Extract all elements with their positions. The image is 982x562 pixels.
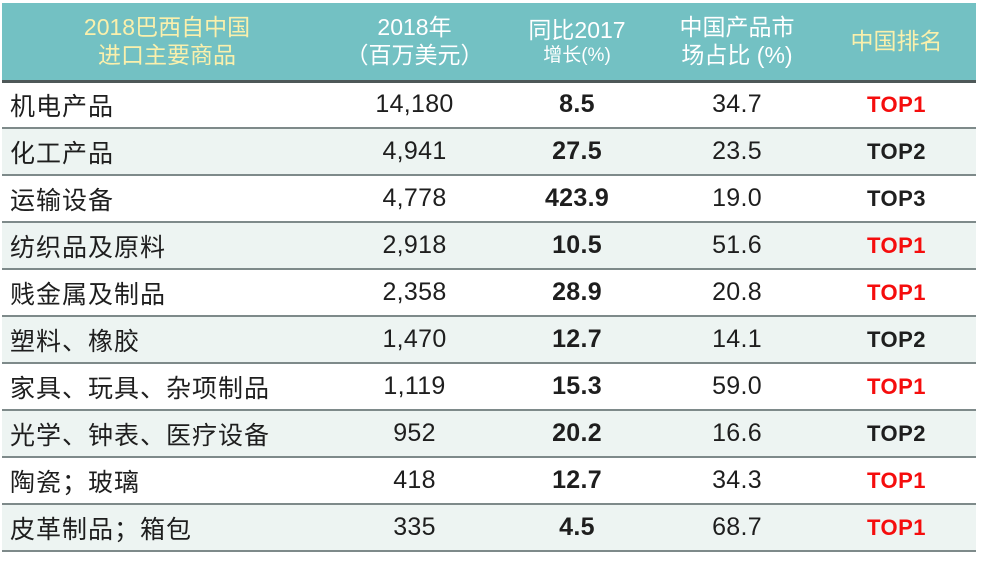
cell-growth: 12.7 — [497, 315, 657, 363]
cell-amount: 335 — [332, 503, 497, 552]
cell-share: 20.8 — [657, 268, 817, 316]
header-commodity-line2: 进口主要商品 — [98, 42, 236, 69]
cell-amount: 1,470 — [332, 315, 497, 363]
cell-growth: 4.5 — [497, 503, 657, 552]
header-cell-growth: 同比2017 增长(%) — [497, 3, 657, 83]
header-cell-amount: 2018年 （百万美元） — [332, 3, 497, 83]
header-growth-line2: 增长(%) — [543, 44, 611, 66]
cell-commodity: 家具、玩具、杂项制品 — [2, 362, 332, 410]
header-row: 2018巴西自中国 进口主要商品 2018年 （百万美元） 同比2017 增长(… — [2, 3, 976, 83]
cell-rank: TOP1 — [817, 456, 976, 504]
imports-table: 2018巴西自中国 进口主要商品 2018年 （百万美元） 同比2017 增长(… — [2, 3, 976, 552]
cell-commodity: 贱金属及制品 — [2, 268, 332, 316]
cell-rank: TOP1 — [817, 503, 976, 552]
header-cell-share: 中国产品市 场占比 (%) — [657, 3, 817, 83]
header-share-line2: 场占比 (%) — [681, 42, 793, 69]
table-row: 塑料、橡胶 1,470 12.7 14.1 TOP2 — [2, 315, 976, 363]
header-commodity-line1: 2018巴西自中国 — [83, 14, 251, 41]
cell-growth: 10.5 — [497, 221, 657, 269]
table-row: 机电产品 14,180 8.5 34.7 TOP1 — [2, 81, 976, 128]
header-amount-line1: 2018年 — [377, 14, 452, 41]
table-row: 家具、玩具、杂项制品 1,119 15.3 59.0 TOP1 — [2, 362, 976, 410]
cell-share: 34.7 — [712, 90, 762, 119]
table-row: 运输设备 4,778 423.9 19.0 TOP3 — [2, 174, 976, 222]
cell-share: 59.0 — [657, 362, 817, 410]
cell-rank: TOP1 — [817, 362, 976, 410]
cell-rank: TOP2 — [817, 409, 976, 457]
cell-rank: TOP1 — [817, 268, 976, 316]
cell-amount: 1,119 — [332, 362, 497, 410]
cell-commodity: 陶瓷；玻璃 — [2, 456, 332, 504]
cell-rank: TOP2 — [817, 127, 976, 175]
import-table-container: 2018巴西自中国 进口主要商品 2018年 （百万美元） 同比2017 增长(… — [2, 3, 976, 552]
cell-amount: 4,941 — [332, 127, 497, 175]
cell-amount: 4,778 — [332, 174, 497, 222]
cell-amount: 2,358 — [332, 268, 497, 316]
table-row: 皮革制品；箱包 335 4.5 68.7 TOP1 — [2, 503, 976, 552]
cell-commodity: 运输设备 — [2, 174, 332, 222]
cell-share: 68.7 — [657, 503, 817, 552]
table-body: 机电产品 14,180 8.5 34.7 TOP1 化工产品 4,941 27.5 23.5 TO… — [2, 81, 976, 552]
cell-rank: TOP1 — [866, 91, 927, 117]
cell-growth: 27.5 — [497, 127, 657, 175]
cell-rank: TOP3 — [817, 174, 976, 222]
cell-commodity: 化工产品 — [2, 127, 332, 175]
cell-rank: TOP1 — [817, 221, 976, 269]
table-row: 光学、钟表、医疗设备 952 20.2 16.6 TOP2 — [2, 409, 976, 457]
cell-rank: TOP2 — [817, 315, 976, 363]
cell-share: 14.1 — [657, 315, 817, 363]
header-share-line1: 中国产品市 — [679, 14, 795, 41]
table-header: 2018巴西自中国 进口主要商品 2018年 （百万美元） 同比2017 增长(… — [2, 3, 976, 83]
cell-growth: 423.9 — [497, 174, 657, 222]
table-row: 陶瓷；玻璃 418 12.7 34.3 TOP1 — [2, 456, 976, 504]
header-cell-rank: 中国排名 — [817, 3, 976, 83]
table-row: 纺织品及原料 2,918 10.5 51.6 TOP1 — [2, 221, 976, 269]
cell-commodity: 皮革制品；箱包 — [2, 503, 332, 552]
cell-share: 19.0 — [657, 174, 817, 222]
cell-amount: 952 — [332, 409, 497, 457]
cell-share: 34.3 — [657, 456, 817, 504]
header-growth-line1: 同比2017 — [528, 16, 626, 43]
cell-growth: 28.9 — [497, 268, 657, 316]
cell-commodity: 机电产品 — [10, 92, 115, 121]
table-row: 贱金属及制品 2,358 28.9 20.8 TOP1 — [2, 268, 976, 316]
cell-amount: 418 — [332, 456, 497, 504]
cell-commodity: 塑料、橡胶 — [2, 315, 332, 363]
header-amount-line2: （百万美元） — [345, 42, 484, 69]
cell-growth: 15.3 — [497, 362, 657, 410]
cell-commodity: 纺织品及原料 — [2, 221, 332, 269]
cell-amount: 2,918 — [332, 221, 497, 269]
cell-growth: 20.2 — [497, 409, 657, 457]
table-row: 化工产品 4,941 27.5 23.5 TOP2 — [2, 127, 976, 175]
header-rank-line1: 中国排名 — [850, 28, 943, 55]
cell-amount: 14,180 — [375, 90, 454, 119]
cell-share: 23.5 — [657, 127, 817, 175]
cell-growth: 12.7 — [497, 456, 657, 504]
cell-growth: 8.5 — [559, 90, 595, 119]
cell-share: 16.6 — [657, 409, 817, 457]
cell-share: 51.6 — [657, 221, 817, 269]
header-cell-commodity: 2018巴西自中国 进口主要商品 — [2, 3, 332, 83]
cell-commodity: 光学、钟表、医疗设备 — [2, 409, 332, 457]
